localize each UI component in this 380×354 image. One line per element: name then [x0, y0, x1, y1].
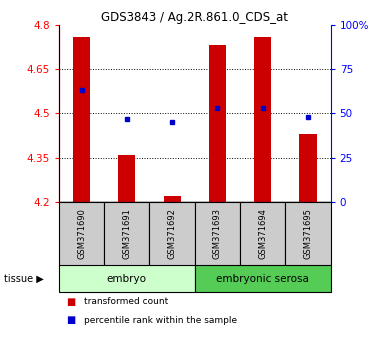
Text: GSM371695: GSM371695	[304, 208, 312, 259]
Bar	[195, 266, 331, 292]
Text: percentile rank within the sample: percentile rank within the sample	[84, 315, 237, 325]
Bar	[118, 155, 135, 202]
Bar	[299, 134, 317, 202]
Bar	[59, 266, 195, 292]
Text: tissue ▶: tissue ▶	[4, 274, 44, 284]
Text: GSM371691: GSM371691	[122, 208, 131, 259]
Text: GSM371690: GSM371690	[77, 208, 86, 259]
Text: GSM371694: GSM371694	[258, 208, 267, 259]
Title: GDS3843 / Ag.2R.861.0_CDS_at: GDS3843 / Ag.2R.861.0_CDS_at	[101, 11, 288, 24]
Bar	[195, 202, 240, 266]
Text: GSM371692: GSM371692	[168, 208, 177, 259]
Bar	[104, 202, 149, 266]
Text: transformed count: transformed count	[84, 297, 168, 306]
Bar	[254, 36, 271, 202]
Bar	[163, 196, 181, 202]
Text: embryonic serosa: embryonic serosa	[216, 274, 309, 284]
Bar	[240, 202, 285, 266]
Text: ■: ■	[66, 297, 76, 307]
Text: GSM371693: GSM371693	[213, 208, 222, 259]
Bar	[209, 45, 226, 202]
Bar	[73, 36, 90, 202]
Text: ■: ■	[66, 315, 76, 325]
Bar	[59, 202, 104, 266]
Text: embryo: embryo	[107, 274, 147, 284]
Bar	[285, 202, 331, 266]
Bar	[149, 202, 195, 266]
